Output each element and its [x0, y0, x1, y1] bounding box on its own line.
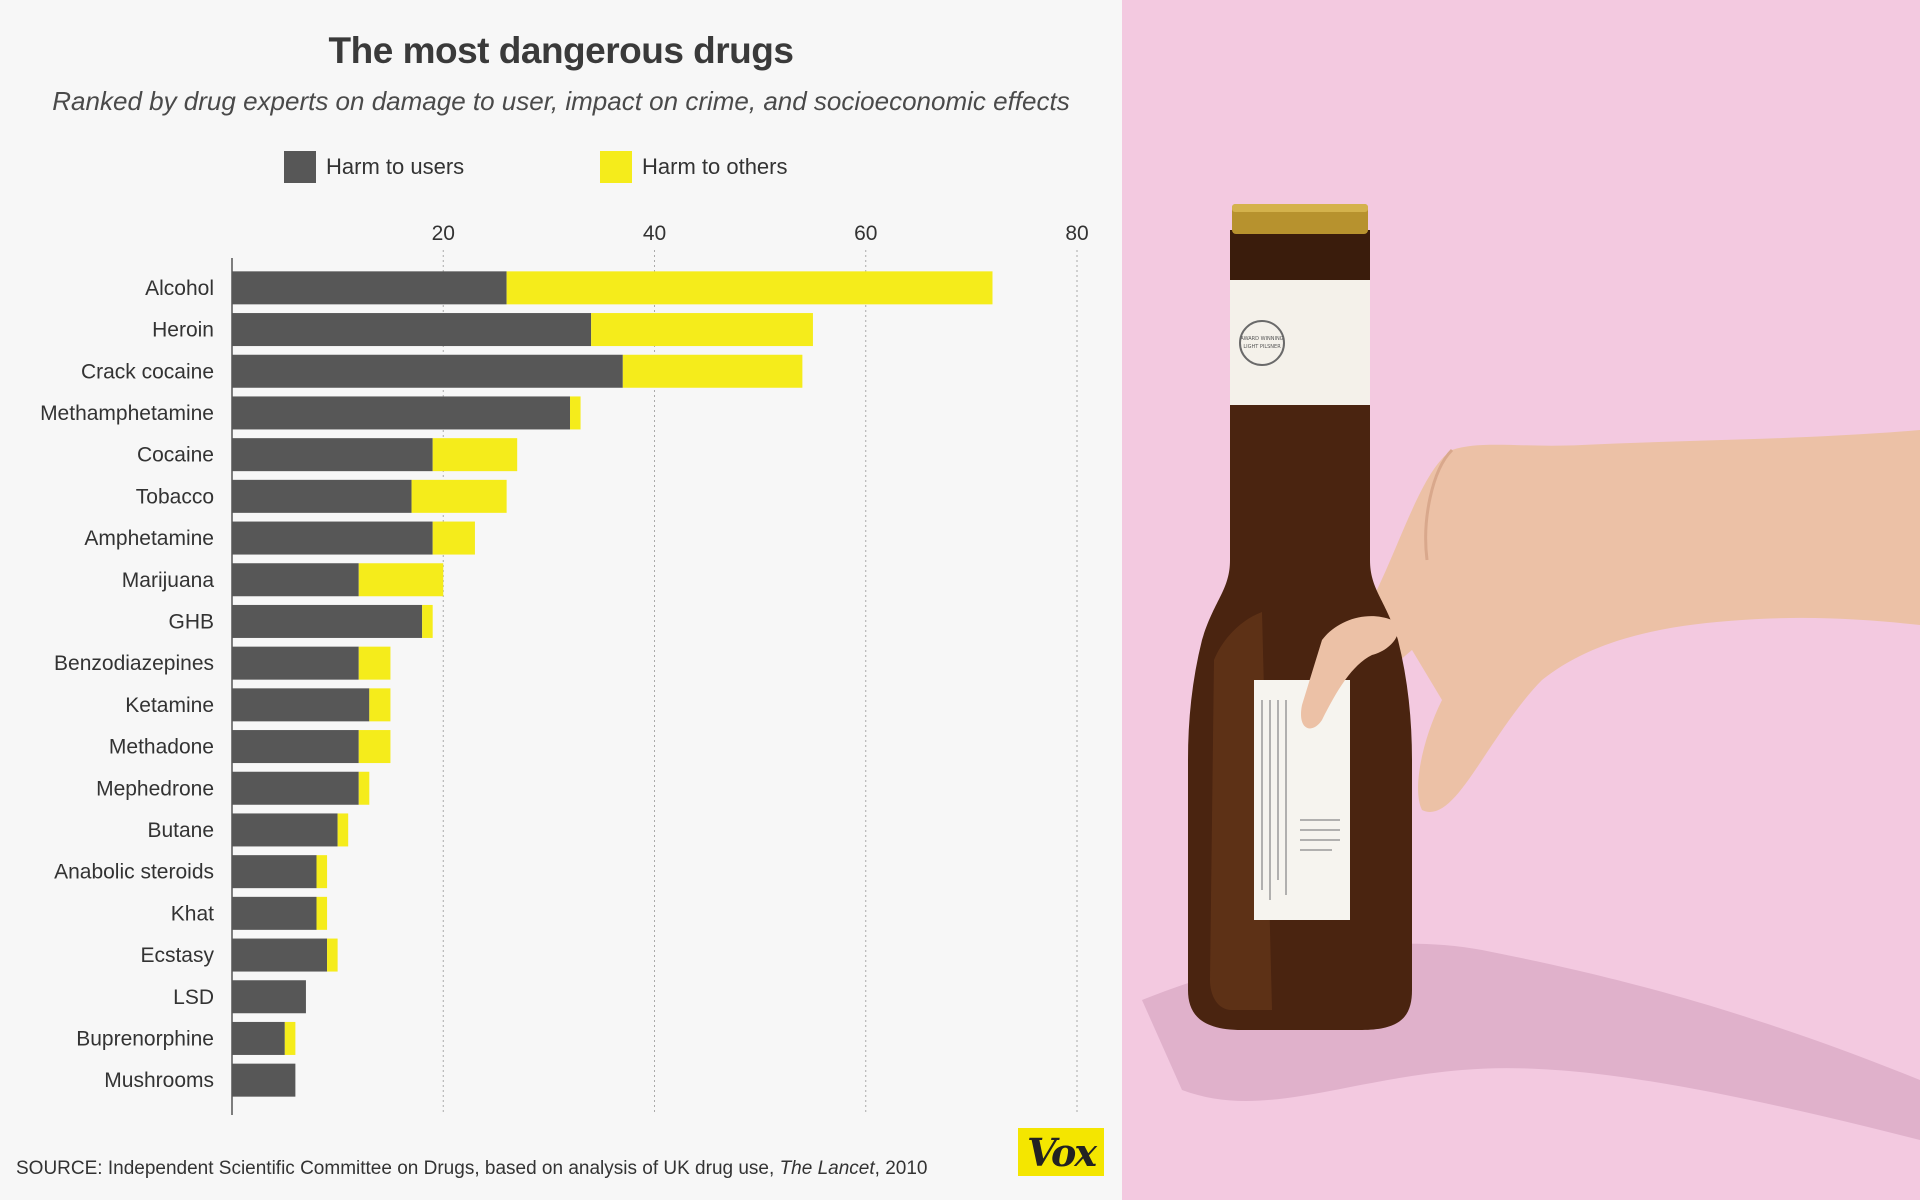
bar-harm-to-others	[432, 438, 518, 472]
x-tick-label: 60	[854, 222, 877, 245]
category-label: Ketamine	[125, 694, 214, 717]
source-journal: The Lancet	[779, 1158, 875, 1179]
bar-harm-to-users	[232, 313, 592, 347]
photo-illustration: AWARD WINNING LIGHT PILSNER	[1142, 204, 1920, 1140]
bar-harm-to-users	[232, 646, 359, 680]
bar-harm-to-others	[358, 646, 391, 680]
category-label: Anabolic steroids	[54, 861, 214, 884]
knuckle-line	[1424, 448, 1454, 561]
legend-label-harm-to-users: Harm to users	[326, 154, 465, 179]
back-label-lines	[1261, 700, 1340, 900]
bottle-cap-top	[1232, 204, 1368, 212]
bar-harm-to-others	[284, 1021, 296, 1055]
chart-panel: The most dangerous drugs Ranked by drug …	[0, 0, 1122, 1200]
legend-item-harm-to-users: Harm to users	[284, 150, 464, 184]
x-tick-label: 80	[1065, 222, 1088, 245]
label-seal-text: AWARD WINNING	[1240, 336, 1283, 342]
beer-bottle-photo: AWARD WINNING LIGHT PILSNER	[1122, 0, 1920, 1200]
bar-harm-to-others	[506, 271, 993, 305]
bar-harm-to-users	[232, 604, 423, 638]
bar-harm-to-users	[232, 438, 433, 472]
thumb	[1301, 616, 1399, 729]
bar-harm-to-users	[232, 813, 338, 847]
chart-title: The most dangerous drugs	[328, 30, 794, 71]
bar-harm-to-others	[570, 396, 581, 430]
bar-harm-to-users	[232, 1063, 296, 1097]
category-label: Alcohol	[145, 277, 214, 300]
category-label: LSD	[173, 986, 214, 1009]
category-label: Heroin	[152, 319, 214, 342]
legend-label-harm-to-others: Harm to others	[642, 154, 788, 179]
bar-harm-to-others	[316, 855, 328, 889]
bar-harm-to-users	[232, 354, 623, 388]
x-tick-label: 40	[643, 222, 666, 245]
bar-harm-to-others	[432, 521, 475, 555]
category-label: Tobacco	[136, 485, 214, 508]
bar-harm-to-others	[422, 604, 433, 638]
source-note: SOURCE: Independent Scientific Committee…	[16, 1158, 927, 1180]
legend-item-harm-to-others: Harm to others	[600, 150, 788, 184]
bar-harm-to-others	[622, 354, 803, 388]
x-tick-label: 20	[432, 222, 455, 245]
bar-chart: 20 40 60 80 Alcohol Heroin Crack cocaine Metham…	[40, 222, 1089, 1115]
source-suffix: , 2010	[874, 1158, 928, 1179]
category-label: Cocaine	[137, 444, 214, 467]
category-label: Benzodiazepines	[54, 652, 214, 675]
bar-harm-to-users	[232, 896, 317, 930]
bar-harm-to-users	[232, 771, 359, 805]
category-label: Methadone	[109, 736, 214, 759]
category-label: Mephedrone	[96, 777, 214, 800]
legend-swatch-harm-to-users	[284, 151, 316, 183]
bar-harm-to-others	[337, 813, 349, 847]
bar-harm-to-users	[232, 980, 306, 1014]
category-label: Amphetamine	[84, 527, 214, 550]
legend-swatch-harm-to-others	[600, 151, 632, 183]
bar-harm-to-others	[327, 938, 338, 972]
vox-logo: Vox	[1018, 1128, 1104, 1176]
chart-subtitle: Ranked by drug experts on damage to user…	[52, 86, 1070, 116]
category-label: Khat	[171, 902, 214, 925]
neck-label	[1230, 280, 1370, 405]
bar-harm-to-others	[358, 771, 370, 805]
bar-harm-to-users	[232, 479, 412, 513]
bar-harm-to-others	[411, 479, 507, 513]
bar-harm-to-users	[232, 1021, 285, 1055]
bar-harm-to-users	[232, 396, 570, 430]
category-label: Buprenorphine	[76, 1027, 214, 1050]
bar-harm-to-others	[591, 313, 813, 347]
category-label: GHB	[168, 610, 214, 633]
label-seal	[1239, 320, 1285, 366]
bar-harm-to-users	[232, 688, 370, 722]
source-prefix: SOURCE: Independent Scientific Committee…	[16, 1158, 780, 1179]
vox-logo-text: Vox	[1027, 1129, 1097, 1175]
label-seal-text-2: LIGHT PILSNER	[1243, 344, 1281, 350]
category-label: Mushrooms	[104, 1069, 214, 1092]
bar-harm-to-others	[316, 896, 328, 930]
hand	[1321, 430, 1920, 812]
category-label: Crack cocaine	[81, 360, 214, 383]
category-label: Marijuana	[122, 569, 215, 592]
category-label: Butane	[147, 819, 214, 842]
bar-harm-to-users	[232, 855, 317, 889]
bar-harm-to-others	[358, 730, 391, 764]
category-label: Methamphetamine	[40, 402, 214, 425]
bar-harm-to-users	[232, 730, 359, 764]
bar-harm-to-users	[232, 563, 359, 597]
category-label: Ecstasy	[140, 944, 214, 967]
bar-harm-to-users	[232, 271, 507, 305]
bar-harm-to-users	[232, 938, 328, 972]
bar-harm-to-others	[358, 563, 444, 597]
bar-harm-to-others	[369, 688, 391, 722]
bar-harm-to-users	[232, 521, 433, 555]
